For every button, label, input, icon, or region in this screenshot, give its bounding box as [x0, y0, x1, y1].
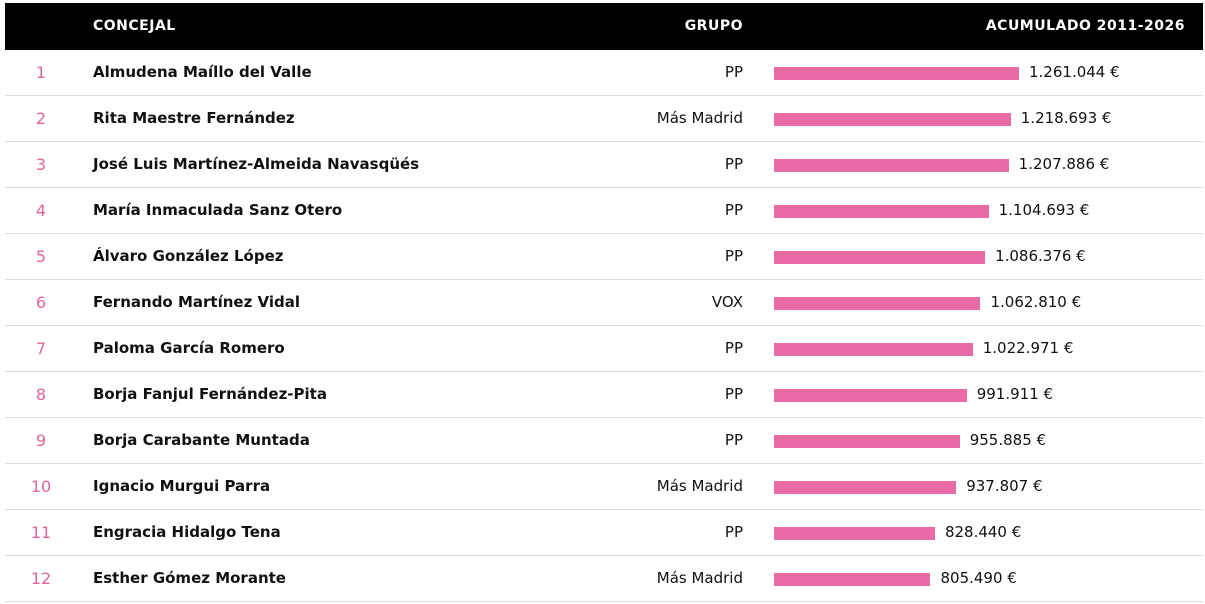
councillor-name: Almudena Maíllo del Valle [93, 63, 312, 81]
group: Más Madrid [656, 569, 743, 587]
table-row: 1 Almudena Maíllo del Valle PP 1.261.044 € [5, 50, 1203, 96]
rank: 1 [35, 63, 47, 82]
group: PP [724, 201, 743, 219]
amount-bar [774, 113, 1011, 126]
table-body: 1 Almudena Maíllo del Valle PP 1.261.044 € 2… [5, 50, 1203, 602]
table-row: 3 José Luis Martínez-Almeida Navasqüés PP 1… [5, 142, 1203, 188]
amount-bar [774, 205, 989, 218]
amount-label: 1.062.810 € [990, 293, 1082, 311]
councillor-name: Fernando Martínez Vidal [93, 293, 301, 311]
amount-bar [774, 481, 957, 494]
rank: 12 [30, 569, 52, 588]
rank: 8 [35, 385, 47, 404]
councillor-name: Esther Gómez Morante [93, 569, 286, 587]
councillor-name: Engracia Hidalgo Tena [93, 523, 281, 541]
group: PP [724, 385, 743, 403]
rank: 10 [30, 477, 52, 496]
table-row: 8 Borja Fanjul Fernández-Pita PP 991.911 € [5, 372, 1203, 418]
table-row: 5 Álvaro González López PP 1.086.376 € [5, 234, 1203, 280]
group: PP [724, 247, 743, 265]
amount-label: 1.086.376 € [995, 247, 1086, 265]
amount-label: 1.261.044 € [1029, 63, 1120, 81]
amount-bar [774, 573, 931, 586]
header-cell: GRUPO [684, 18, 743, 34]
amount-label: 991.911 € [976, 385, 1054, 403]
table-row: 4 María Inmaculada Sanz Otero PP 1.104.693 … [5, 188, 1203, 234]
amount-label: 1.207.886 € [1018, 155, 1110, 173]
councillor-name: Rita Maestre Fernández [93, 109, 295, 127]
amount-label: 955.885 € [969, 431, 1047, 449]
amount-bar [774, 435, 960, 448]
group: Más Madrid [656, 477, 743, 495]
group: PP [724, 155, 743, 173]
amount-label: 1.104.693 € [998, 201, 1090, 219]
table-row: 12 Esther Gómez Morante Más Madrid 805.490 … [5, 556, 1203, 602]
amount-label: 805.490 € [940, 569, 1017, 587]
rank: 11 [30, 523, 52, 542]
header-cell: CONCEJAL [93, 18, 176, 34]
amount-bar [774, 527, 935, 540]
councillor-name: María Inmaculada Sanz Otero [93, 201, 343, 219]
table-row: 10 Ignacio Murgui Parra Más Madrid 937.807 … [5, 464, 1203, 510]
table-row: 2 Rita Maestre Fernández Más Madrid 1.218.6… [5, 96, 1203, 142]
rank: 6 [35, 293, 47, 312]
rank: 9 [35, 431, 47, 450]
rank: 2 [35, 109, 47, 128]
councillor-name: Borja Carabante Muntada [93, 431, 310, 449]
rank: 4 [35, 201, 47, 220]
table-row: 7 Paloma García Romero PP 1.022.971 € [5, 326, 1203, 372]
amount-label: 1.218.693 € [1020, 109, 1112, 127]
rank: 7 [35, 339, 47, 358]
header-cell: ACUMULADO 2011-2026 [985, 18, 1185, 34]
group: PP [724, 63, 743, 81]
group: PP [724, 523, 743, 541]
amount-label: 937.807 € [966, 477, 1043, 495]
table-row: 6 Fernando Martínez Vidal VOX 1.062.810 € [5, 280, 1203, 326]
rank: 5 [35, 247, 47, 266]
councillor-name: Ignacio Murgui Parra [93, 477, 271, 495]
councillor-name: Borja Fanjul Fernández-Pita [93, 385, 327, 403]
amount-label: 1.022.971 € [982, 339, 1074, 357]
amount-bar [774, 297, 981, 310]
amount-bar [774, 389, 967, 402]
header-row: CONCEJAL GRUPO ACUMULADO 2011-2026 [5, 3, 1203, 50]
amount-bar [774, 159, 1009, 172]
amount-bar [774, 67, 1019, 80]
amount-bar [774, 251, 986, 264]
group: PP [724, 431, 743, 449]
group: Más Madrid [656, 109, 743, 127]
table-row: 9 Borja Carabante Muntada PP 955.885 € [5, 418, 1203, 464]
councillor-name: José Luis Martínez-Almeida Navasqüés [93, 155, 420, 173]
rank: 3 [35, 155, 47, 174]
table: CONCEJAL GRUPO ACUMULADO 2011-2026 1 Almu… [5, 3, 1203, 602]
table-row: 11 Engracia Hidalgo Tena PP 828.440 € [5, 510, 1203, 556]
amount-bar [774, 343, 973, 356]
councillor-name: Paloma García Romero [93, 339, 285, 357]
group: VOX [711, 293, 743, 311]
group: PP [724, 339, 743, 357]
amount-label: 828.440 € [944, 523, 1022, 541]
councillor-name: Álvaro González López [93, 247, 284, 265]
